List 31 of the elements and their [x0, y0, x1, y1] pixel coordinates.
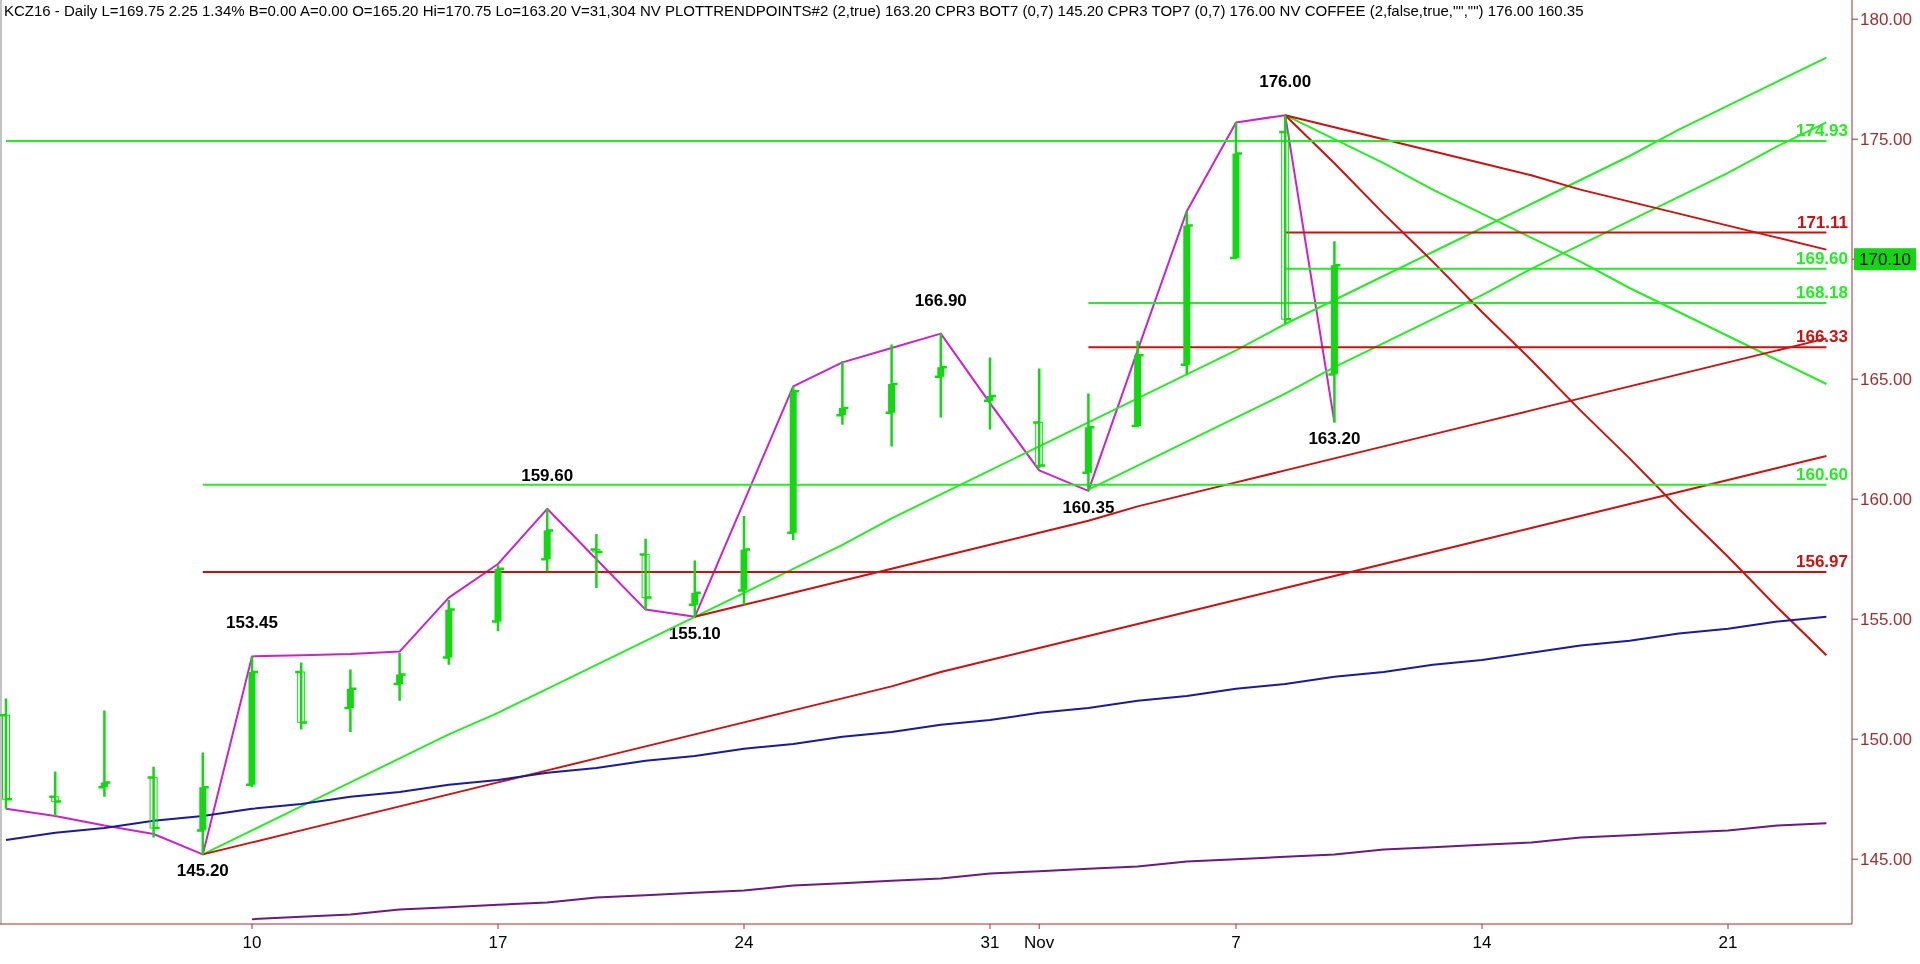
y-tick-label: 155.00	[1860, 610, 1912, 630]
x-tick-label: 31	[980, 933, 1000, 952]
y-tick-label: 150.00	[1860, 730, 1912, 750]
data-label: 159.60	[521, 465, 574, 485]
x-tick-label: 14	[1472, 933, 1492, 952]
chart-title: KCZ16 - Daily L=169.75 2.25 1.34% B=0.00 A=0.00 O=165.20 Hi=170.75 Lo=163.20 V=31,304 NV PLOTTRENDPOINTS#2 (2,true) 163.20 CPR3 BOT7 (0,7) 145.20 CPR3 TOP7 (0,7) 176.00 NV COFFEE (2,false,true,"","") 176.00 160.35	[4, 2, 1584, 19]
x-tick-label: 17	[488, 933, 508, 952]
x-tick-label: 7	[1231, 933, 1241, 952]
data-label: 169.60	[1796, 248, 1848, 268]
y-tick-label: 175.00	[1860, 130, 1912, 150]
data-label: 160.60	[1796, 464, 1848, 484]
data-label: 155.10	[668, 623, 721, 643]
data-label: 156.97	[1796, 551, 1848, 571]
y-tick-label: 160.00	[1860, 490, 1912, 510]
data-label: 153.45	[226, 613, 278, 633]
data-label: 166.90	[914, 290, 967, 310]
data-label: 176.00	[1259, 72, 1312, 92]
text: 170.10	[1859, 250, 1911, 270]
x-tick-label: 10	[242, 933, 262, 952]
data-label: 168.18	[1796, 282, 1848, 302]
y-tick-label: 145.00	[1860, 850, 1912, 870]
data-label: 171.11	[1796, 212, 1848, 232]
data-label: 166.33	[1796, 327, 1848, 347]
data-label: 160.35	[1062, 497, 1115, 517]
data-label: 145.20	[176, 861, 229, 881]
x-tick-label: Nov	[1024, 933, 1055, 952]
data-label: 163.20	[1308, 429, 1361, 449]
y-tick-label: 165.00	[1860, 370, 1912, 390]
x-tick-label: 21	[1718, 933, 1738, 952]
y-tick-label: 180.00	[1860, 10, 1912, 30]
x-tick-label: 24	[734, 933, 754, 952]
